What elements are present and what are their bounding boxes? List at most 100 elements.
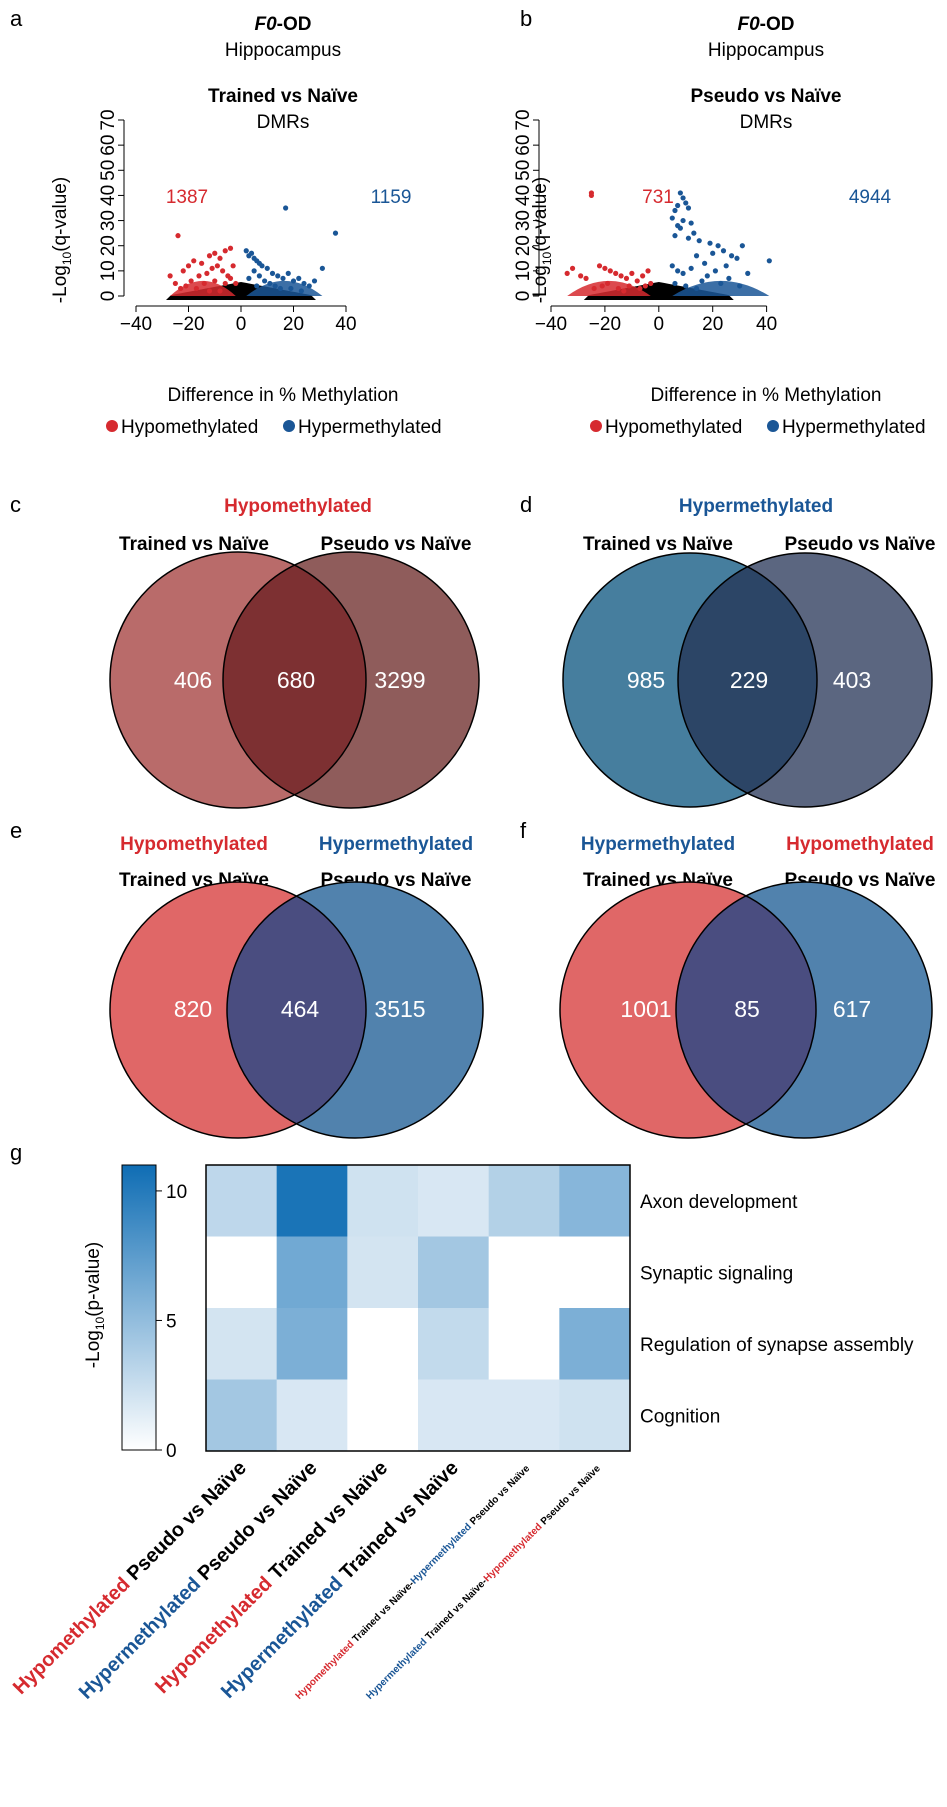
venn-left-count: 820	[174, 996, 212, 1022]
col-label-rest: Trained vs Naïve	[424, 1579, 488, 1643]
hyper-point	[285, 270, 291, 276]
hypo-point	[596, 263, 603, 269]
y-tick-label: 30	[513, 210, 534, 231]
header-italic: F0	[737, 14, 760, 35]
count-hyper: 1159	[371, 187, 412, 208]
heatmap-cell	[206, 1236, 278, 1309]
heatmap-cell	[206, 1165, 278, 1237]
points	[166, 205, 339, 300]
hyper-cloud	[246, 280, 323, 296]
hyper-point	[672, 280, 678, 287]
hypo-point	[222, 248, 228, 254]
heatmap-cell	[488, 1308, 560, 1380]
colorbar-tick-label: 5	[166, 1311, 177, 1332]
hyper-point	[248, 250, 255, 256]
hyper-point	[704, 273, 710, 279]
hyper-point	[269, 270, 276, 276]
hyper-point	[715, 243, 721, 249]
hypo-point	[183, 283, 189, 289]
hyper-point	[683, 200, 689, 206]
hypo-point	[212, 250, 218, 256]
legend-hypo-label: Hypomethylated	[605, 417, 742, 438]
x-tick-label: 40	[756, 314, 777, 335]
y-axis: 0 10 20 30 40 50 60 70	[98, 109, 125, 301]
hyper-point	[311, 278, 318, 284]
x-axis-label: Difference in % Methylation	[651, 385, 882, 406]
y-tick-label: 20	[513, 235, 534, 256]
header-line: F0-OD	[254, 14, 311, 35]
hypo-point	[227, 275, 234, 281]
colorbar-tick-label: 10	[166, 1182, 187, 1203]
hypo-point	[167, 273, 173, 279]
panel-letter-c: c	[10, 492, 21, 517]
hypo-point	[222, 280, 228, 287]
hypo-point	[196, 273, 202, 279]
heatmap-cell	[559, 1165, 631, 1237]
x-tick-label: −20	[589, 314, 621, 335]
hypo-point	[642, 283, 648, 289]
hypo-point	[645, 268, 651, 274]
hyper-point	[272, 283, 278, 289]
hyper-point	[734, 255, 740, 261]
heatmap-frame	[205, 1164, 631, 1452]
hypo-point	[191, 258, 197, 264]
colorbar-title: -Log10(p-value)	[83, 1242, 107, 1368]
ylabel-suffix: (q-value)	[50, 177, 71, 252]
col-label-colored: Hypermethylated	[364, 1635, 431, 1702]
venn-right-outline	[222, 551, 480, 809]
panel-letter-e: e	[10, 818, 22, 843]
col-label-rest: Trained vs Naïve	[336, 1457, 463, 1584]
ylabel-prefix: -Log	[530, 265, 551, 303]
hyper-point	[718, 280, 724, 287]
ylabel-sub: 10	[540, 251, 554, 265]
venn-overlap-count: 680	[277, 667, 315, 693]
venn-e: Hypomethylated Hypermethylated Trained v…	[109, 834, 484, 1139]
x-tick-label: 0	[654, 314, 665, 335]
venn-set-left-title: Trained vs Naïve	[583, 534, 733, 555]
hypo-point	[564, 270, 570, 276]
venn-right-count: 403	[833, 667, 871, 693]
colorbar-tick-label: 0	[166, 1441, 177, 1462]
legend-hyper-label: Hypermethylated	[298, 417, 442, 438]
venn-overlap-region	[223, 552, 366, 808]
hypo-point	[214, 263, 220, 269]
hypo-point	[217, 255, 223, 261]
hyper-point	[707, 240, 713, 246]
y-tick-label: 70	[98, 109, 119, 130]
hyper-point	[699, 278, 705, 284]
venn-left-outline	[109, 881, 367, 1139]
cbar-title-suffix: (p-value)	[83, 1242, 104, 1317]
venn-title: Hypermethylated	[679, 496, 833, 517]
heatmap-row-label: Axon development	[640, 1192, 798, 1213]
hypo-point	[193, 285, 199, 292]
hyper-point	[264, 265, 270, 271]
hyper-point	[685, 205, 692, 211]
y-tick-label: 50	[513, 160, 534, 181]
y-tick-label: 40	[98, 185, 119, 206]
x-tick-label: −20	[172, 314, 204, 335]
hypo-point	[621, 288, 627, 294]
venn-left-outline	[562, 552, 818, 808]
header-tissue: Hippocampus	[708, 40, 824, 61]
x-tick-label: 40	[335, 314, 356, 335]
heatmap-column-labels: Hypomethylated Pseudo vs NaïveHypermethy…	[9, 1457, 603, 1704]
hyper-point	[680, 270, 686, 276]
y-tick-label: 10	[98, 260, 119, 281]
hyper-point	[691, 230, 697, 236]
hyper-point	[737, 283, 743, 289]
legend-hypo-marker	[590, 420, 602, 432]
hyper-point	[243, 248, 249, 254]
panel-letter-f: f	[520, 818, 527, 843]
hypo-point	[626, 283, 632, 289]
count-hypo: 1387	[166, 187, 208, 208]
heatmap-cell	[488, 1379, 560, 1452]
legend-hyper-marker	[283, 420, 295, 432]
venn-overlap-count: 85	[734, 996, 760, 1022]
hyper-point	[254, 283, 260, 289]
hyper-point	[688, 265, 694, 271]
hyper-point	[685, 235, 692, 241]
col-label-colored: Hypomethylated	[294, 1637, 359, 1702]
y-axis: 0 10 20 30 40 50 60 70	[513, 109, 540, 301]
heatmap-cell	[347, 1379, 419, 1452]
